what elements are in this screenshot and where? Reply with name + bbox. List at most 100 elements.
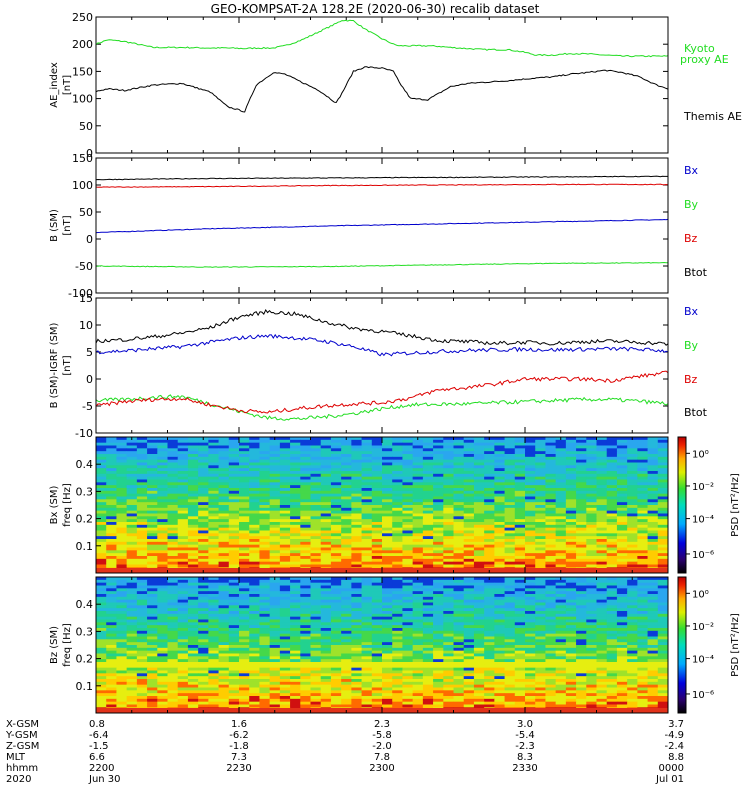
spectrogram-cell	[116, 448, 127, 451]
spectrogram-cell	[249, 673, 260, 676]
spectrogram-cell	[372, 583, 383, 586]
spectrogram-cell	[597, 637, 608, 640]
spectrogram-cell	[137, 580, 148, 583]
spectrogram-cell	[372, 614, 383, 617]
spectrogram-cell	[617, 505, 628, 508]
spectrogram-cell	[168, 505, 179, 508]
spectrogram-cell	[362, 468, 373, 471]
spectrogram-cell	[351, 542, 362, 545]
spectrogram-cell	[341, 499, 352, 502]
spectrogram-cell	[525, 642, 536, 645]
spectrogram-cell	[208, 628, 219, 631]
spectrogram-cell	[566, 617, 577, 620]
spectrogram-cell	[321, 679, 332, 682]
spectrogram-cell	[96, 597, 107, 600]
spectrogram-cell	[423, 625, 434, 628]
spectrogram-cell	[178, 559, 189, 562]
spectrogram-cell	[658, 482, 669, 485]
spectrogram-cell	[188, 505, 199, 508]
spectrogram-cell	[658, 448, 669, 451]
spectrogram-cell	[362, 597, 373, 600]
y-tick-label: 5	[86, 346, 93, 359]
spectrogram-cell	[597, 525, 608, 528]
spectrogram-cell	[484, 625, 495, 628]
spectrogram-cell	[198, 511, 209, 514]
spectrogram-cell	[566, 440, 577, 443]
spectrogram-cell	[249, 676, 260, 679]
spectrogram-cell	[535, 494, 546, 497]
spectrogram-cell	[607, 468, 618, 471]
spectrogram-cell	[637, 556, 648, 559]
spectrogram-cell	[392, 480, 403, 483]
spectrogram-cell	[229, 668, 240, 671]
spectrogram-cell	[617, 533, 628, 536]
spectrogram-cell	[178, 460, 189, 463]
spectrogram-cell	[413, 440, 424, 443]
spectrogram-cell	[372, 586, 383, 589]
spectrogram-cell	[372, 631, 383, 634]
spectrogram-cell	[137, 548, 148, 551]
spectrogram-cell	[147, 463, 158, 466]
spectrogram-cell	[290, 654, 301, 657]
spectrogram-cell	[178, 631, 189, 634]
spectrogram-cell	[208, 597, 219, 600]
spectrogram-cell	[96, 637, 107, 640]
spectrogram-cell	[249, 468, 260, 471]
spectrogram-cell	[259, 665, 270, 668]
series-line-btot	[96, 310, 668, 345]
spectrogram-cell	[137, 482, 148, 485]
spectrogram-cell	[270, 591, 281, 594]
spectrogram-cell	[607, 499, 618, 502]
spectrogram-cell	[249, 454, 260, 457]
spectrogram-cell	[147, 477, 158, 480]
spectrogram-cell	[178, 583, 189, 586]
spectrogram-cell	[96, 553, 107, 556]
spectrogram-cell	[443, 600, 454, 603]
spectrogram-cell	[321, 448, 332, 451]
spectrogram-cell	[576, 460, 587, 463]
spectrogram-cell	[648, 656, 659, 659]
spectrogram-cell	[311, 539, 322, 542]
spectrogram-cell	[454, 634, 465, 637]
spectrogram-cell	[137, 536, 148, 539]
spectrogram-cell	[484, 514, 495, 517]
spectrogram-cell	[454, 637, 465, 640]
spectrogram-cell	[576, 665, 587, 668]
spectrogram-cell	[576, 454, 587, 457]
spectrogram-cell	[270, 651, 281, 654]
spectrogram-cell	[321, 480, 332, 483]
spectrogram-cell	[198, 468, 209, 471]
spectrogram-cell	[137, 639, 148, 642]
spectrogram-cell	[178, 617, 189, 620]
spectrogram-cell	[219, 679, 230, 682]
spectrogram-cell	[106, 603, 117, 606]
spectrogram-cell	[229, 451, 240, 454]
spectrogram-cell	[627, 597, 638, 600]
spectrogram-cell	[188, 525, 199, 528]
spectrogram-cell	[382, 522, 393, 525]
y-tick-label: 150	[72, 152, 93, 165]
spectrogram-cell	[545, 625, 556, 628]
spectrogram-cell	[505, 505, 516, 508]
spectrogram-cell	[597, 651, 608, 654]
spectrogram-cell	[219, 628, 230, 631]
spectrogram-cell	[198, 542, 209, 545]
spectrogram-cell	[535, 536, 546, 539]
spectrogram-cell	[198, 662, 209, 665]
spectrogram-cell	[637, 477, 648, 480]
spectrogram-cell	[321, 533, 332, 536]
spectrogram-cell	[545, 617, 556, 620]
spectrogram-cell	[505, 668, 516, 671]
spectrogram-cell	[116, 539, 127, 542]
spectrogram-cell	[402, 580, 413, 583]
spectrogram-cell	[239, 545, 250, 548]
spectrogram-cell	[168, 463, 179, 466]
spectrogram-cell	[351, 559, 362, 562]
spectrogram-cell	[188, 508, 199, 511]
spectrogram-cell	[168, 603, 179, 606]
spectrogram-cell	[341, 583, 352, 586]
spectrogram-cell	[586, 611, 597, 614]
spectrogram-cell	[617, 580, 628, 583]
spectrogram-cell	[494, 637, 505, 640]
spectrogram-cell	[259, 642, 270, 645]
